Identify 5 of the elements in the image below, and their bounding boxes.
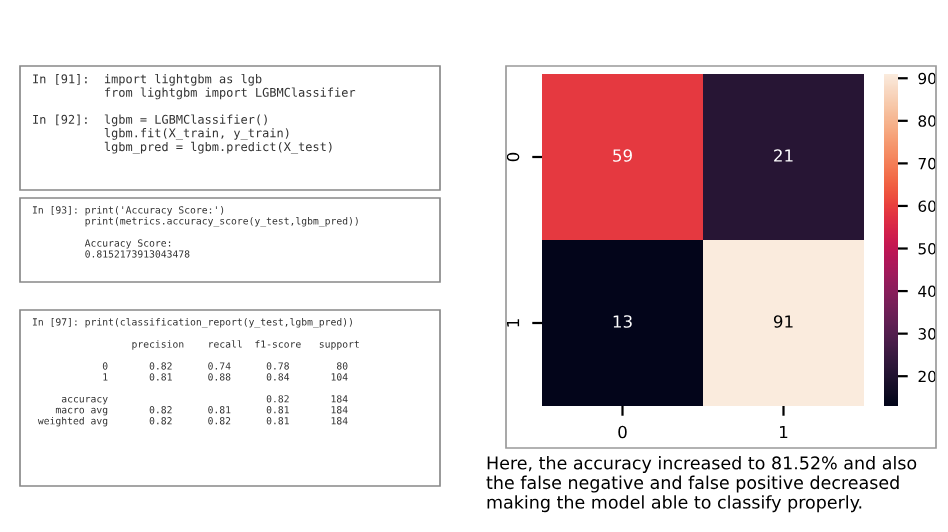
data-label: 21 <box>774 149 793 162</box>
text: Here, the accuracy increased to 81.52% and also the false negative and false positive decreased making the model able to classify properly. <box>486 456 917 513</box>
data-label: 59 <box>613 149 632 162</box>
data-label: 13 <box>613 315 632 328</box>
data-label: 91 <box>773 315 793 328</box>
